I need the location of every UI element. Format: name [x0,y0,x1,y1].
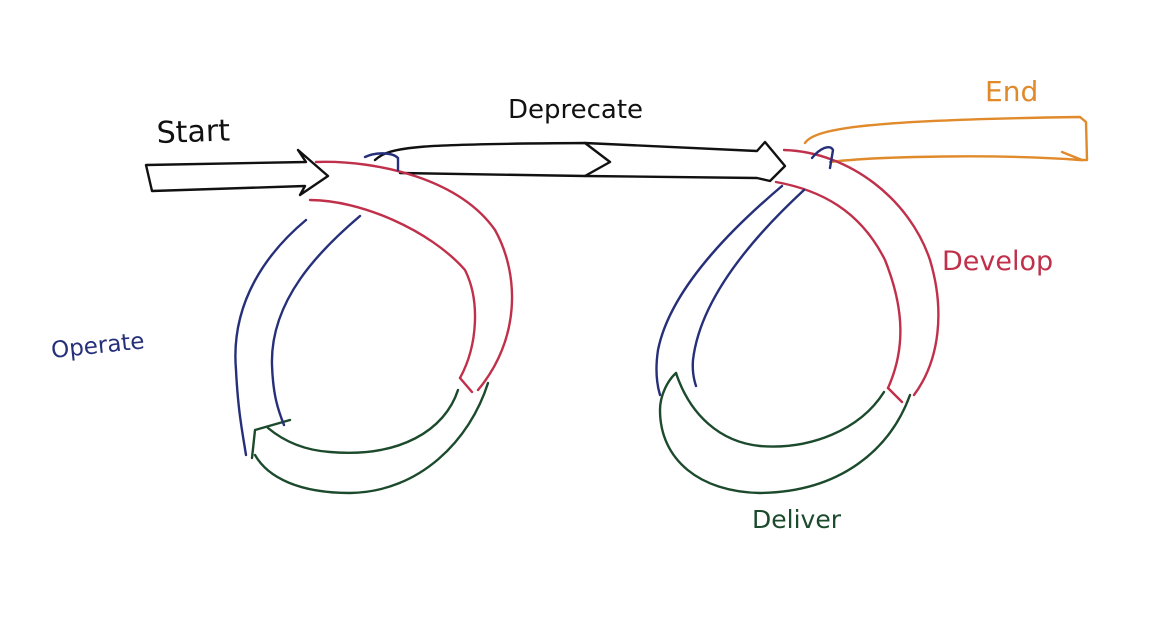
left-loop-develop-cap [458,376,474,394]
left-loop-operate-tip [363,152,400,172]
left-loop-operate-inner [270,214,362,427]
left-loop-develop-outer [314,160,514,392]
label-develop: Develop [942,246,1053,277]
right-loop-operate-tip [810,146,835,170]
right-loop-operate-inner [691,188,806,388]
left-loop-develop-inner [308,198,477,380]
right-loop-deliver-outer [658,371,912,495]
right-loop-deliver-inner [674,371,886,448]
label-start: Start [156,113,231,151]
left-loop-deliver-inner [266,388,460,454]
end-arrow-tip [1060,150,1084,162]
left-loop-deliver-arrowhead [250,418,292,460]
label-deliver: Deliver [752,505,842,534]
right-loop-operate-outer [655,184,784,397]
deprecate-arrow-first [373,141,612,178]
label-end: End [985,75,1038,108]
right-loop-develop-inner [774,180,902,390]
end-arrow [803,115,1089,164]
deprecate-arrow-second [583,140,787,183]
right-loop-develop-cap [886,386,904,404]
right-loop-develop-outer [782,148,940,397]
left-loop-operate-outer [234,218,308,457]
label-operate: Operate [50,328,146,364]
label-deprecate: Deprecate [508,95,643,125]
start-arrow [144,148,330,197]
left-loop-deliver-outer [253,381,490,495]
